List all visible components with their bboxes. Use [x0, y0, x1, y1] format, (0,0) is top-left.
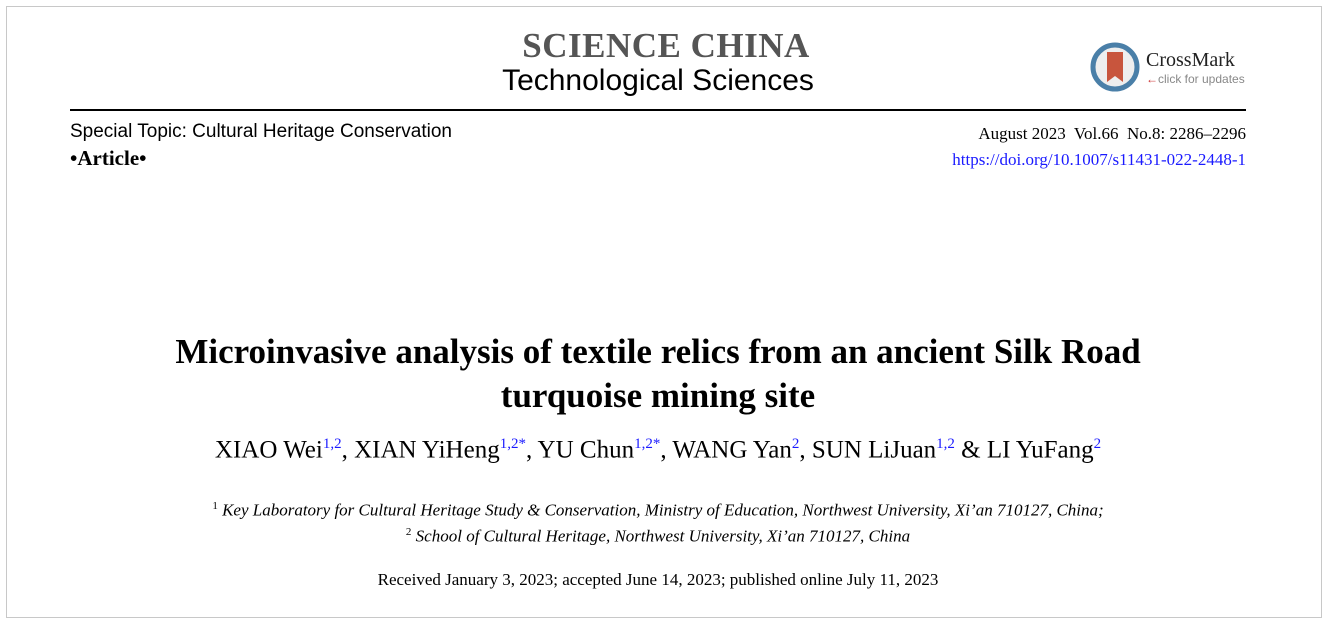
author-separator: , — [799, 436, 812, 464]
affiliation: 2 School of Cultural Heritage, Northwest… — [0, 526, 1316, 547]
title-line: turquoise mining site — [500, 376, 816, 415]
paper-title: Microinvasive analysis of textile relics… — [0, 330, 1316, 418]
affiliation-number: 2 — [405, 526, 412, 538]
crossmark-sub: click for updates — [1158, 71, 1245, 86]
author-affiliation-sup: 1,2* — [499, 436, 526, 452]
author-list: XIAO Wei1,2, XIAN YiHeng1,2*, YU Chun1,2… — [0, 436, 1316, 464]
header-rule — [70, 109, 1246, 111]
crossmark-title: CrossMark — [1146, 48, 1235, 71]
author-name: LI YuFang — [986, 436, 1094, 464]
affiliation-number: 1 — [212, 500, 218, 512]
doi-link[interactable]: https://doi.org/10.1007/s11431-022-2448-… — [952, 150, 1246, 169]
crossmark-icon — [1090, 42, 1140, 92]
author-name: XIAN YiHeng — [354, 436, 500, 464]
affiliation-text: School of Cultural Heritage, Northwest U… — [415, 526, 911, 546]
author-separator: & — [954, 436, 987, 464]
crossmark-badge[interactable]: CrossMark ←click for updates — [1090, 42, 1245, 92]
author-affiliation-sup: 1,2 — [322, 436, 342, 452]
issue-info: August 2023 Vol.66 No.8: 2286–2296 — [978, 124, 1246, 143]
journal-name: SCIENCE CHINA — [522, 26, 810, 65]
author-separator: , — [525, 436, 538, 464]
author-affiliation-sup: 1,2* — [634, 436, 661, 452]
author-name: XIAO Wei — [214, 436, 323, 464]
title-line: Microinvasive analysis of textile relics… — [175, 332, 1141, 371]
author-affiliation-sup: 2 — [1093, 436, 1102, 452]
author-name: SUN LiJuan — [811, 436, 937, 464]
received-dates: Received January 3, 2023; accepted June … — [377, 570, 939, 589]
author-name: WANG Yan — [672, 436, 792, 464]
special-topic: Special Topic: Cultural Heritage Conserv… — [70, 121, 452, 142]
author-separator: , — [660, 436, 673, 464]
author-separator: , — [341, 436, 355, 464]
journal-subtitle: Technological Sciences — [502, 64, 814, 97]
author-name: YU Chun — [537, 436, 635, 464]
affiliation-text: Key Laboratory for Cultural Heritage Stu… — [222, 500, 1104, 520]
arrow-left-icon: ← — [1146, 71, 1158, 86]
author-affiliation-sup: 2 — [791, 436, 800, 452]
affiliation: 1 Key Laboratory for Cultural Heritage S… — [0, 500, 1316, 521]
page-frame — [6, 6, 1322, 618]
author-affiliation-sup: 1,2 — [936, 436, 955, 452]
article-type: •Article• — [70, 146, 147, 170]
